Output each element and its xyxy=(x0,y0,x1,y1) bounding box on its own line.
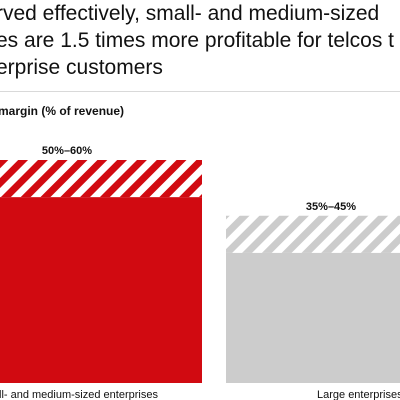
chart-title: rved effectively, small- and medium-size… xyxy=(0,0,400,81)
range-label-small-medium: 50%–60% xyxy=(42,145,92,157)
category-label-small-medium: ll- and medium-sized enterprises xyxy=(0,389,158,400)
bar-range-small-medium xyxy=(0,160,202,198)
y-axis-label: margin (% of revenue) xyxy=(0,104,125,118)
category-label-large: Large enterprises xyxy=(317,389,400,400)
title-line-1: rved effectively, small- and medium-size… xyxy=(0,2,380,25)
bar-large xyxy=(226,252,400,383)
title-line-2: es are 1.5 times more profitable for tel… xyxy=(0,29,395,52)
bar-range-large xyxy=(226,215,400,253)
title-line-3: erprise customers xyxy=(0,56,163,79)
bar-small-medium xyxy=(0,197,202,383)
range-label-large: 35%–45% xyxy=(306,201,356,213)
title-divider xyxy=(0,91,400,92)
